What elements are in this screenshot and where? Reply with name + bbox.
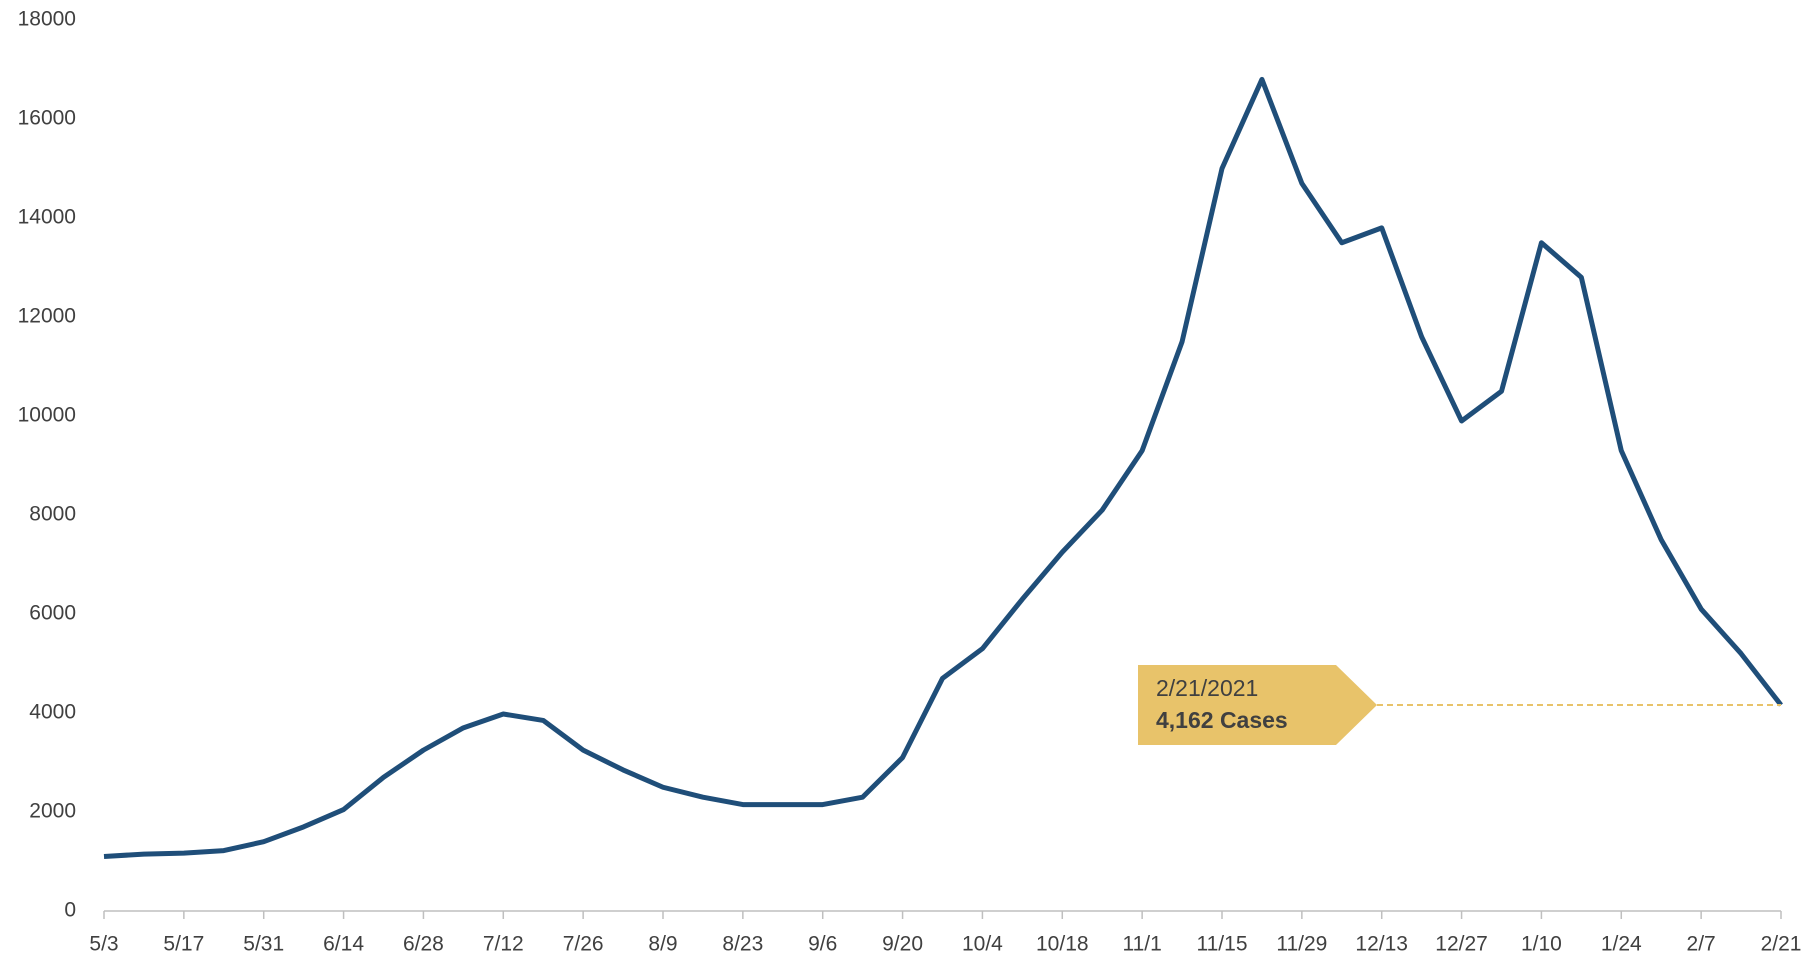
- x-tick-label: 10/18: [1036, 933, 1089, 956]
- x-tick-label: 9/20: [882, 933, 923, 956]
- x-tick-label: 1/24: [1601, 933, 1642, 956]
- y-tick-label: 10000: [18, 404, 76, 427]
- annotation-text: 4,162 Cases: [1156, 707, 1288, 733]
- x-tick-label: 10/4: [962, 933, 1003, 956]
- y-tick-label: 12000: [18, 305, 76, 328]
- x-tick-label: 12/27: [1435, 933, 1488, 956]
- y-tick-label: 6000: [29, 602, 76, 625]
- x-tick-label: 6/14: [323, 933, 364, 956]
- x-tick-label: 2/7: [1687, 933, 1716, 956]
- annotation-date: 2/21/2021: [1156, 675, 1258, 701]
- x-tick-label: 5/17: [163, 933, 204, 956]
- annotation-box: [1138, 664, 1377, 745]
- y-tick-label: 4000: [29, 701, 76, 724]
- x-tick-label: 11/15: [1197, 933, 1248, 956]
- x-tick-label: 8/9: [648, 933, 677, 956]
- x-tick-label: 5/3: [89, 933, 118, 956]
- x-tick-label: 11/1: [1122, 933, 1161, 956]
- x-tick-label: 9/6: [808, 933, 837, 956]
- y-tick-label: 14000: [18, 206, 76, 229]
- y-tick-label: 0: [64, 899, 76, 922]
- x-tick-label: 5/31: [243, 933, 284, 956]
- x-tick-label: 11/29: [1276, 933, 1327, 956]
- y-tick-label: 2000: [29, 800, 76, 823]
- y-tick-label: 8000: [29, 503, 76, 526]
- x-tick-label: 1/10: [1521, 933, 1562, 956]
- x-tick-label: 6/28: [403, 933, 444, 956]
- x-tick-label: 8/23: [722, 933, 763, 956]
- x-tick-label: 7/12: [483, 933, 524, 956]
- x-tick-label: 12/13: [1355, 933, 1408, 956]
- x-tick-label: 2/21: [1761, 933, 1802, 956]
- data-line: [103, 76, 1783, 860]
- y-tick-label: 16000: [18, 107, 76, 130]
- x-tick-label: 7/26: [563, 933, 604, 956]
- y-tick-label: 18000: [18, 8, 76, 31]
